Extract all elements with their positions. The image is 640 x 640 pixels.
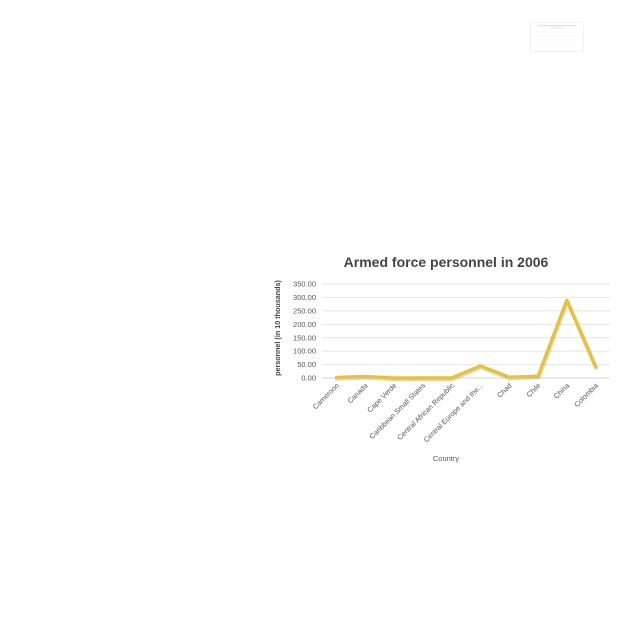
thumbnail-preview (530, 22, 584, 52)
chart-title: Armed force personnel in 2006 (344, 254, 549, 270)
series-line (334, 298, 598, 380)
y-axis-label: personnel (in 10 thousands) (273, 279, 282, 375)
data-point (393, 377, 395, 379)
data-point (594, 365, 597, 368)
x-tick-label: Chile (524, 381, 542, 399)
y-tick-label: 150.00 (293, 333, 316, 342)
y-tick-label: 350.00 (293, 280, 316, 289)
x-tick-label: Chad (495, 381, 514, 400)
x-tick-label: Canada (345, 381, 369, 405)
data-point (566, 299, 568, 301)
x-tick-label: China (552, 381, 572, 401)
y-tick-label: 250.00 (293, 306, 316, 315)
data-point (508, 376, 510, 378)
y-tick-label: 100.00 (293, 347, 316, 356)
x-tick-label: Caribbean Small States (367, 381, 427, 441)
y-tick-label: 0.00 (301, 374, 316, 383)
x-tick-label: Colombia (572, 381, 600, 409)
series-line-shadow (335, 299, 599, 382)
series-lines (334, 298, 599, 382)
y-tick-label: 200.00 (293, 320, 316, 329)
y-tick-label: 50.00 (297, 360, 316, 369)
data-point (422, 377, 424, 379)
data-point (537, 375, 539, 377)
x-tick-label: Cameroon (311, 381, 341, 411)
y-axis-ticks: 0.00 50.00 100.00 150.00 200.00 250.00 300.00 3… (293, 280, 316, 383)
x-axis-label: Country (433, 454, 460, 463)
data-point (364, 375, 366, 378)
armed-force-line-chart: Armed force personnel in 2006 0.00 50.00 1… (273, 254, 610, 463)
y-tick-label: 300.00 (293, 293, 316, 302)
x-tick-label: Central Europe and the... (422, 381, 485, 444)
data-point (479, 365, 482, 367)
gridlines (322, 283, 610, 379)
data-point (335, 376, 338, 379)
data-point (450, 377, 453, 379)
